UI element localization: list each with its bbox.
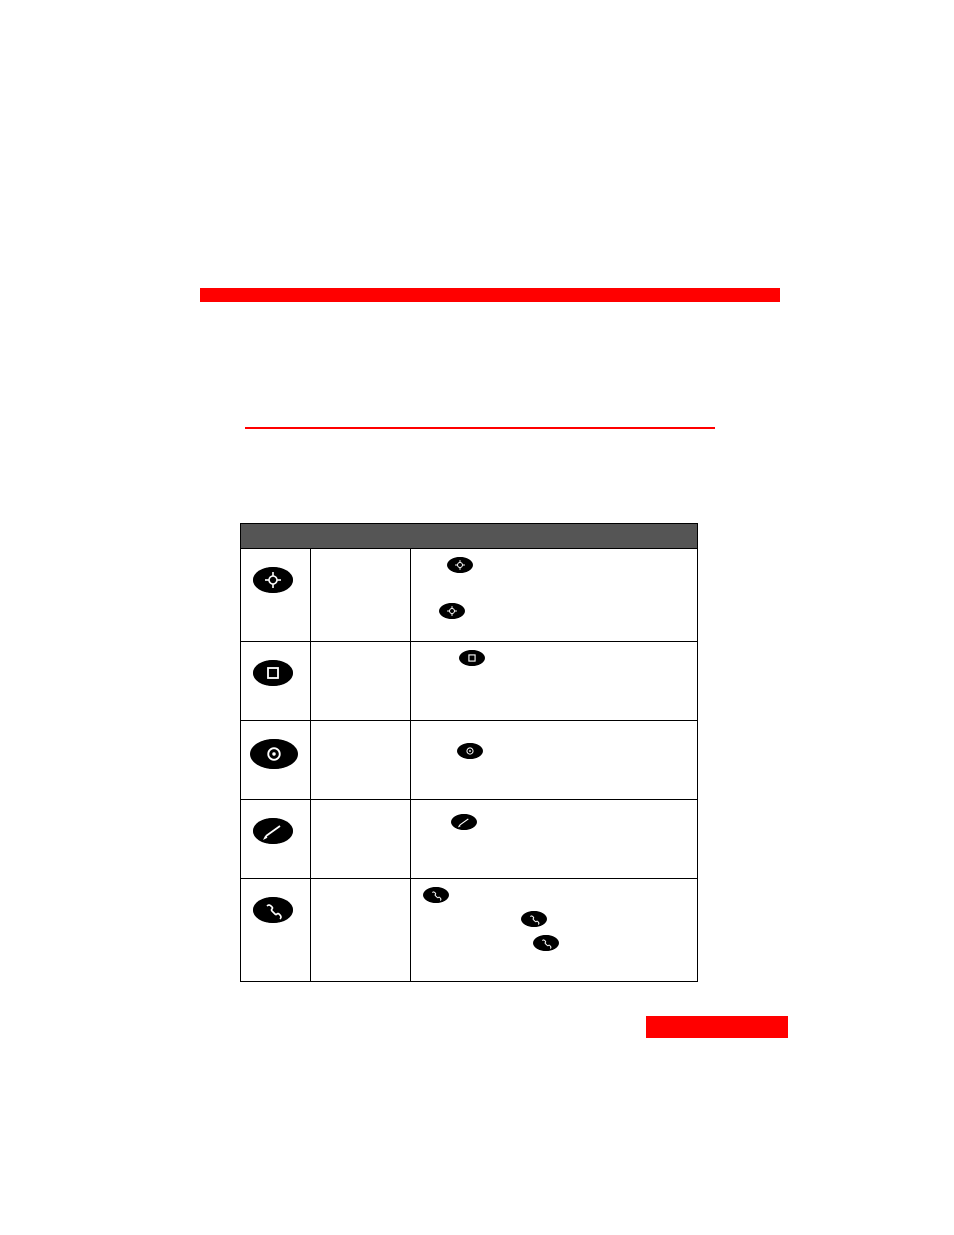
table-row bbox=[241, 549, 697, 641]
label-cell bbox=[311, 800, 411, 878]
description-cell bbox=[411, 721, 697, 799]
thin-red-underline bbox=[245, 427, 715, 429]
phone-icon-small bbox=[521, 911, 547, 927]
square-icon bbox=[253, 660, 293, 686]
icon-cell bbox=[241, 721, 311, 799]
table-row bbox=[241, 878, 697, 981]
description-cell bbox=[411, 642, 697, 720]
pencil-icon bbox=[253, 818, 293, 844]
icon-cell bbox=[241, 549, 311, 641]
compass-icon-small bbox=[447, 557, 473, 573]
label-cell bbox=[311, 549, 411, 641]
compass-icon bbox=[253, 567, 293, 593]
label-cell bbox=[311, 642, 411, 720]
phone-icon-small bbox=[423, 887, 449, 903]
phone-icon-small bbox=[533, 935, 559, 951]
disc-icon bbox=[250, 739, 298, 769]
description-cell bbox=[411, 879, 697, 981]
disc-icon-small bbox=[457, 743, 483, 759]
description-cell bbox=[411, 800, 697, 878]
legend-table bbox=[240, 523, 698, 982]
red-page-marker bbox=[646, 1016, 788, 1038]
icon-cell bbox=[241, 642, 311, 720]
description-cell bbox=[411, 549, 697, 641]
label-cell bbox=[311, 879, 411, 981]
pencil-icon-small bbox=[451, 814, 477, 830]
icon-cell bbox=[241, 879, 311, 981]
phone-icon bbox=[253, 897, 293, 923]
icon-cell bbox=[241, 800, 311, 878]
table-header-row bbox=[241, 524, 697, 549]
document-page bbox=[0, 0, 954, 1235]
label-cell bbox=[311, 721, 411, 799]
table-row bbox=[241, 799, 697, 878]
thick-red-bar bbox=[200, 288, 780, 302]
square-icon-small bbox=[459, 650, 485, 666]
table-row bbox=[241, 720, 697, 799]
table-row bbox=[241, 641, 697, 720]
compass-icon-small bbox=[439, 603, 465, 619]
